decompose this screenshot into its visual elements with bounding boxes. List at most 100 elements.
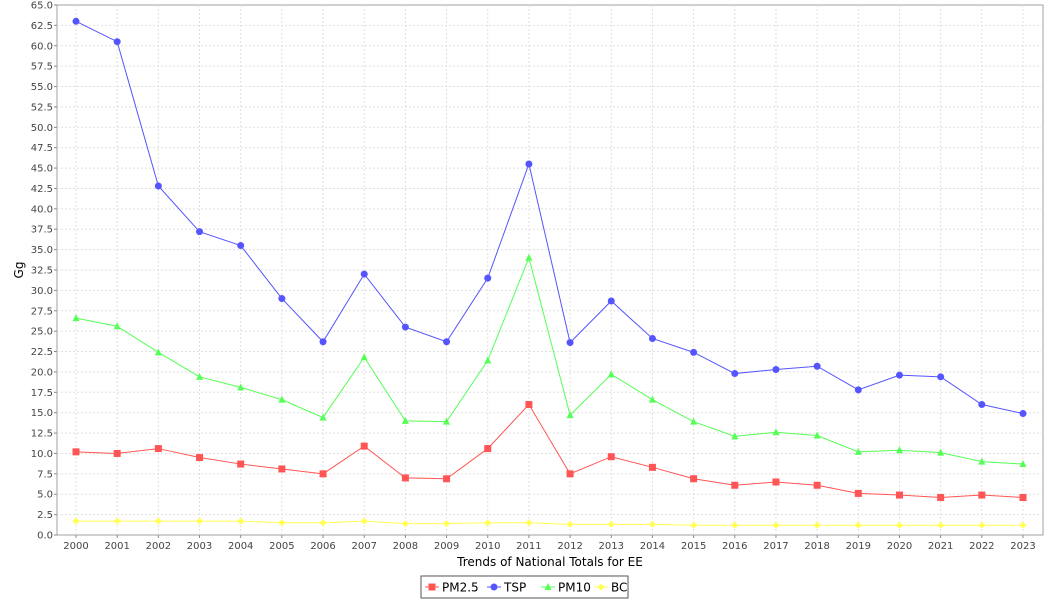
data-point-tsp [895,371,903,379]
data-point-pm10 [154,348,162,356]
data-point-bc [484,519,492,527]
data-point-tsp [772,365,780,373]
legend-item-tsp: TSP [487,581,526,595]
data-point-tsp [690,348,698,356]
data-point-bc [401,520,409,528]
x-tick-label: 2015 [681,541,706,552]
y-tick-label: 2.5 [37,510,53,521]
x-tick-label: 2022 [969,541,994,552]
data-point-pm25 [978,491,986,499]
y-tick-label: 57.5 [31,62,53,73]
x-tick-label: 2006 [310,541,335,552]
y-tick-label: 35.0 [31,245,53,256]
x-tick-label: 2012 [557,541,582,552]
data-point-pm10 [772,428,780,436]
legend-item-pm10: PM10 [541,581,591,595]
data-point-bc [319,519,327,527]
data-point-pm10 [690,417,698,425]
y-tick-label: 30.0 [31,286,53,297]
data-point-bc [1019,521,1027,529]
y-tick-label: 20.0 [31,367,53,378]
x-tick-label: 2013 [599,541,624,552]
data-point-pm25 [196,454,204,462]
series-bc [72,517,1027,529]
data-point-bc [443,520,451,528]
data-point-tsp [154,182,162,190]
data-point-pm25 [690,475,698,483]
x-tick-label: 2023 [1010,541,1035,552]
axes: 0.0 2.5 5.0 7.5 10.0 12.5 15.0 17.5 20.0 22.5 25.0… [31,1,1036,553]
legend-label-bc: BC [611,581,627,595]
data-point-tsp [566,339,574,347]
data-point-pm10 [978,457,986,465]
legend-label-pm10: PM10 [558,581,591,595]
data-point-pm25 [772,478,780,486]
data-point-tsp [360,270,368,278]
data-point-pm10 [72,314,80,322]
data-point-bc [607,520,615,528]
data-point-pm10 [196,372,204,380]
legend-marker-pm25 [428,583,436,591]
x-tick-label: 2007 [351,541,376,552]
x-tick-label: 2019 [846,541,871,552]
x-tick-label: 2001 [104,541,129,552]
data-point-tsp [978,401,986,409]
data-point-bc [895,521,903,529]
legend-marker-bc [597,583,605,591]
data-point-pm25 [278,465,286,473]
data-point-bc [360,517,368,525]
x-tick-label: 2010 [475,541,500,552]
data-point-pm25 [237,460,245,468]
series-pm10 [72,253,1027,468]
data-point-tsp [443,338,451,346]
x-tick-label: 2005 [269,541,294,552]
data-point-tsp [237,242,245,250]
data-point-bc [690,521,698,529]
y-tick-label: 0.0 [37,531,53,542]
data-point-pm10 [607,370,615,378]
series-tsp [72,17,1027,418]
data-point-pm10 [360,353,368,361]
y-tick-label: 17.5 [31,388,53,399]
data-point-tsp [72,17,80,25]
data-point-pm25 [937,493,945,501]
data-point-bc [648,520,656,528]
data-point-pm10 [401,416,409,424]
y-tick-label: 37.5 [31,225,53,236]
data-point-bc [278,519,286,527]
y-tick-label: 12.5 [31,429,53,440]
x-tick-label: 2017 [763,541,788,552]
x-tick-label: 2018 [804,541,829,552]
legend-item-bc: BC [594,581,627,595]
x-tick-label: 2014 [640,541,665,552]
y-tick-label: 7.5 [37,469,53,480]
data-point-pm25 [525,401,533,409]
y-tick-label: 5.0 [37,490,53,501]
y-tick-label: 65.0 [31,1,53,12]
data-point-pm25 [1019,493,1027,501]
legend-item-pm25: PM2.5 [425,581,479,595]
data-point-bc [237,517,245,525]
series-line-bc [76,520,1023,526]
x-tick-label: 2002 [146,541,171,552]
data-point-bc [566,520,574,528]
data-point-pm25 [854,489,862,497]
data-point-tsp [607,297,615,305]
data-point-bc [731,521,739,529]
y-tick-label: 27.5 [31,306,53,317]
data-point-bc [196,517,204,525]
legend-marker-tsp [490,583,498,591]
data-point-pm25 [607,453,615,461]
data-point-bc [154,517,162,525]
x-tick-label: 2009 [434,541,459,552]
data-point-pm10 [525,253,533,261]
data-point-tsp [854,386,862,394]
series-line-pm10 [75,256,1024,465]
x-tick-label: 2011 [516,541,541,552]
data-point-tsp [813,362,821,370]
data-point-tsp [525,160,533,168]
y-tick-label: 52.5 [31,102,53,113]
y-tick-label: 45.0 [31,164,53,175]
legend-box [420,575,629,599]
data-point-tsp [1019,410,1027,418]
